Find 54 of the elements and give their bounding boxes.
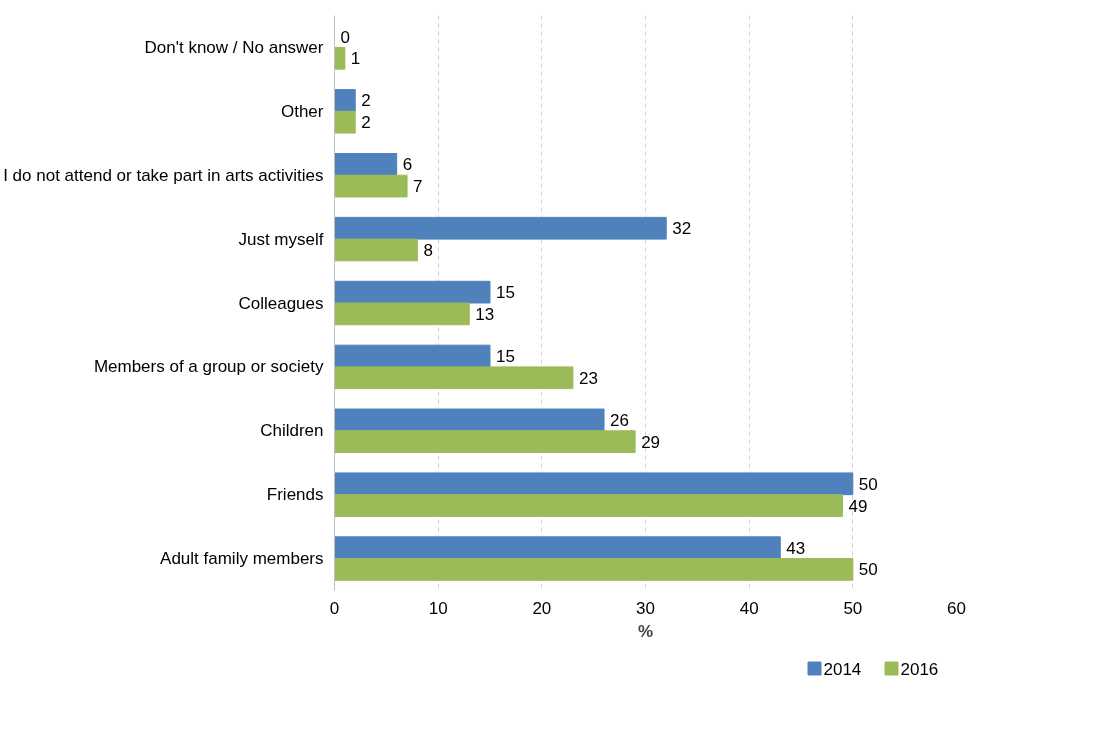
data-label: 15 — [496, 283, 515, 303]
data-label: 7 — [413, 177, 423, 197]
bar — [334, 153, 398, 176]
y-tick-label: Colleagues — [238, 293, 324, 313]
bar — [334, 174, 408, 198]
bar — [334, 408, 605, 432]
y-tick-label: Other — [280, 101, 324, 121]
legend-label: 2016 — [900, 659, 939, 679]
y-tick-label: Friends — [266, 485, 324, 505]
bar — [334, 536, 781, 560]
data-label: 50 — [858, 560, 878, 580]
y-tick-label: Just myself — [238, 229, 324, 249]
data-label: 49 — [848, 496, 868, 516]
legend-label: 2014 — [823, 659, 862, 679]
data-label: 23 — [578, 368, 598, 388]
data-label: 2 — [361, 113, 371, 133]
y-tick-label: Adult family members — [160, 549, 324, 569]
y-tick-label: Members of a group or society — [93, 357, 324, 377]
data-label: 29 — [641, 432, 661, 452]
data-label: 43 — [786, 538, 806, 558]
x-tick-label: 0 — [329, 598, 340, 618]
data-label: 2 — [361, 91, 371, 111]
x-tick-label: 60 — [947, 598, 966, 618]
x-tick-label: 30 — [636, 598, 655, 618]
bar — [334, 89, 356, 112]
y-tick-label: Don't know / No answer — [144, 37, 324, 57]
bar — [334, 494, 843, 517]
x-tick-label: 20 — [532, 598, 552, 618]
x-axis-title: % — [637, 621, 654, 641]
bar — [334, 344, 491, 368]
data-label: 15 — [496, 347, 515, 367]
bar — [334, 46, 346, 70]
bar — [334, 280, 491, 304]
bar — [334, 366, 574, 390]
bar — [334, 558, 854, 581]
y-tick-label: Children — [260, 421, 324, 441]
data-label: 50 — [858, 474, 878, 494]
y-tick-label: I do not attend or take part in arts activities — [3, 165, 324, 185]
bar — [334, 110, 356, 134]
data-label: 1 — [350, 49, 361, 69]
data-label: 32 — [672, 219, 692, 239]
data-label: 13 — [475, 304, 495, 324]
data-label: 0 — [340, 27, 350, 47]
bar — [334, 430, 636, 453]
bar — [334, 238, 418, 262]
bar — [334, 472, 854, 496]
data-label: 26 — [610, 410, 629, 430]
x-tick-label: 50 — [843, 598, 863, 618]
data-label: 8 — [423, 240, 433, 260]
data-label: 6 — [402, 155, 413, 175]
x-tick-label: 10 — [428, 598, 448, 618]
bar — [334, 302, 470, 326]
x-tick-label: 40 — [739, 598, 759, 618]
bar — [334, 216, 667, 240]
